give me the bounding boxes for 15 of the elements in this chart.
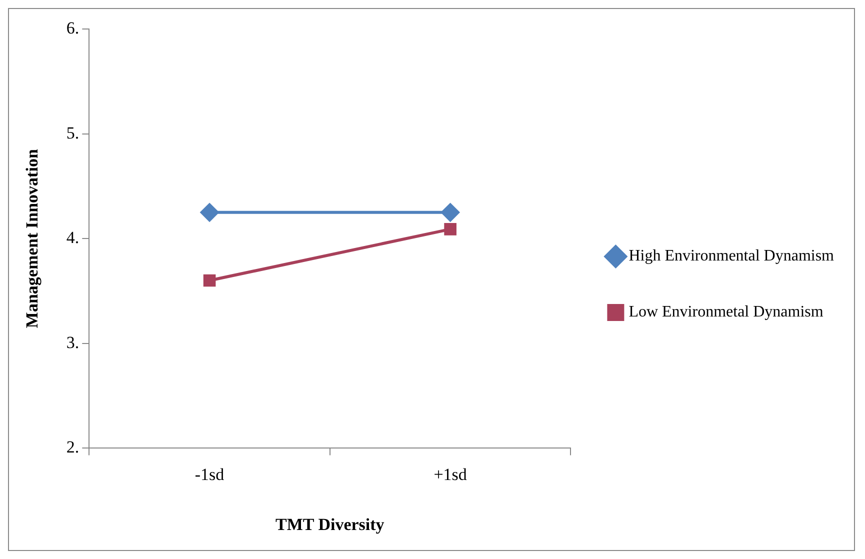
y-tick-label: 2.	[66, 438, 80, 457]
x-axis-title: TMT Diversity	[276, 515, 385, 534]
legend-label: High Environmental Dynamism	[628, 248, 835, 265]
y-tick-label: 6.	[66, 18, 80, 38]
point	[444, 223, 456, 236]
x-tick-label: +1sd	[434, 464, 468, 484]
point	[440, 202, 460, 222]
x-tick-label: -1sd	[194, 464, 225, 484]
point	[200, 202, 220, 222]
legend-label: Low Environmetal Dynamism	[628, 304, 824, 321]
point	[203, 274, 216, 287]
y-tick-label: 3.	[66, 332, 80, 352]
y-axis-title: Management Innovation	[22, 148, 42, 328]
y-tick-label: 4.	[66, 228, 80, 248]
y-tick-label: 5.	[66, 123, 80, 142]
